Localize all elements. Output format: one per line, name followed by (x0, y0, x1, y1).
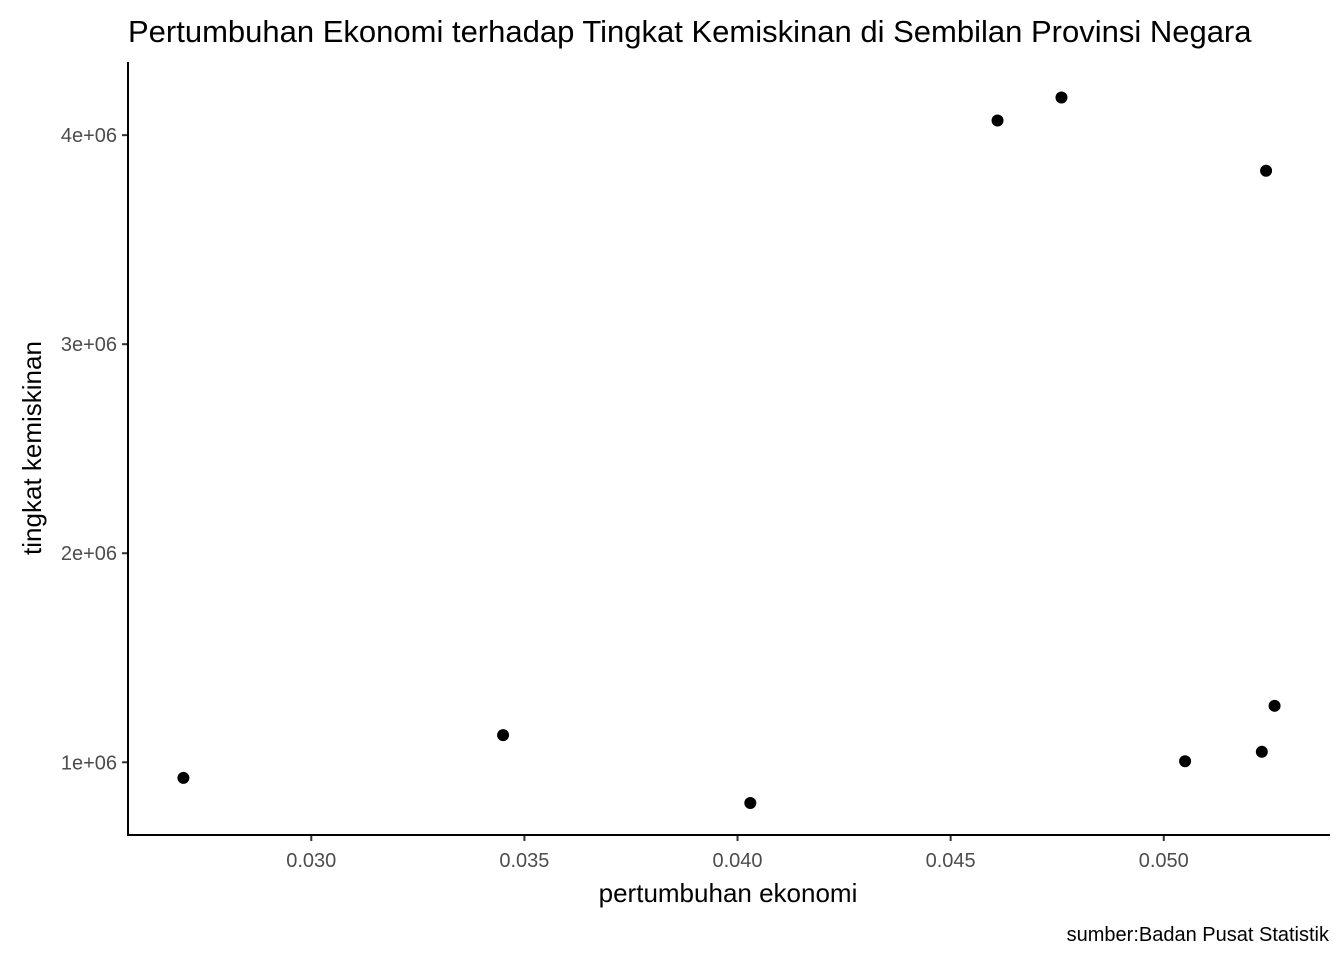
data-point (1260, 164, 1273, 177)
y-tick-label: 4e+06 (61, 125, 117, 147)
x-tick-label: 0.035 (499, 850, 549, 872)
x-tick-label: 0.045 (926, 850, 976, 872)
data-point (177, 771, 190, 784)
x-axis-ticks: 0.030 0.035 0.040 0.045 0.050 (286, 835, 1189, 872)
x-tick-label: 0.030 (286, 850, 336, 872)
y-tick-label: 3e+06 (61, 334, 117, 356)
y-tick-label: 2e+06 (61, 543, 117, 565)
data-point (1268, 699, 1281, 712)
data-point (1179, 755, 1192, 768)
data-points (177, 91, 1281, 810)
data-point (1255, 745, 1268, 758)
y-axis-ticks: 1e+06 2e+06 3e+06 4e+06 (61, 125, 128, 774)
data-point (991, 114, 1004, 127)
source-caption: sumber:Badan Pusat Statistik (1067, 924, 1330, 946)
x-axis-label: pertumbuhan ekonomi (599, 878, 858, 908)
data-point (497, 729, 510, 742)
data-point (744, 797, 757, 810)
y-axis-label: tingkat kemiskinan (17, 341, 47, 555)
x-tick-label: 0.040 (712, 850, 762, 872)
y-tick-label: 1e+06 (61, 752, 117, 774)
x-tick-label: 0.050 (1139, 850, 1189, 872)
chart-title: Pertumbuhan Ekonomi terhadap Tingkat Kem… (128, 14, 1252, 49)
data-point (1055, 91, 1068, 104)
